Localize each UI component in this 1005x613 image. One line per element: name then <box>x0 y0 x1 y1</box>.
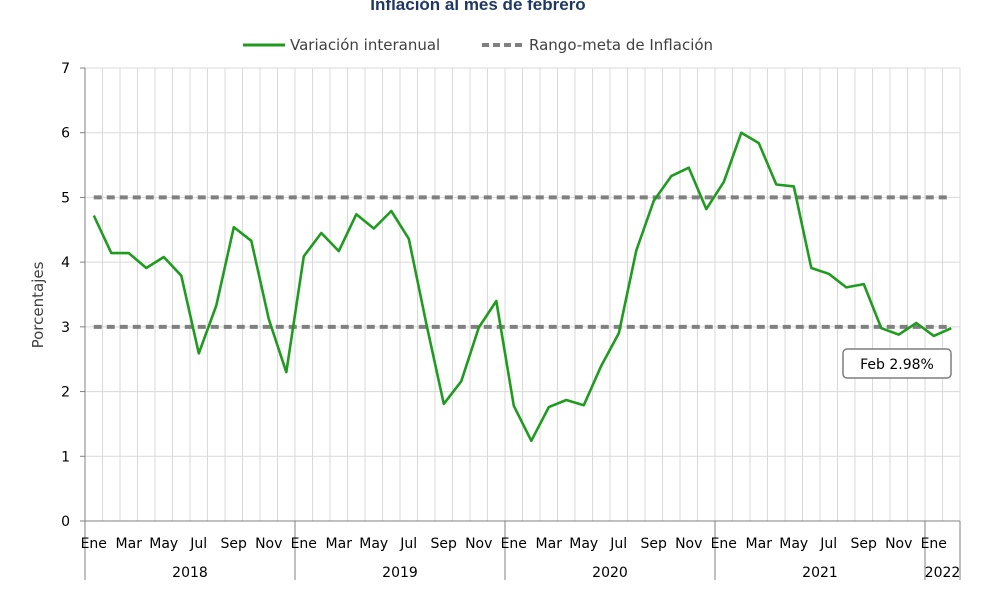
grid <box>84 67 961 522</box>
x-tick-label-month: Sep <box>851 536 878 552</box>
x-tick-labels: Ene Mar May Jul Sep Nov Ene Mar May Jul Sep Nov Ene M… <box>81 536 961 581</box>
x-tick-label-year: 2021 <box>802 565 838 581</box>
legend: Variación interanual Rango-meta de Infla… <box>243 36 713 54</box>
x-tick-label-month: May <box>569 536 598 552</box>
x-tick-label-month: Nov <box>255 536 282 552</box>
y-axis-label: Porcentajes <box>29 261 47 348</box>
x-tick-label-month: Mar <box>536 536 563 552</box>
y-tick-label: 3 <box>61 320 70 336</box>
x-tick-label-month: Jul <box>399 536 417 552</box>
x-tick-label-month: Sep <box>221 536 248 552</box>
y-tick-label: 6 <box>61 126 70 142</box>
x-tick-label-month: Jul <box>819 536 837 552</box>
x-tick-label-month: Nov <box>885 536 912 552</box>
series-line-variacion-interanual <box>92 131 952 443</box>
x-tick-label-month: Ene <box>291 536 317 552</box>
y-tick-label: 0 <box>61 514 70 530</box>
x-tick-label-year: 2020 <box>592 565 628 581</box>
x-tick-label-month: May <box>779 536 808 552</box>
annotation-label: Feb 2.98% <box>860 357 934 373</box>
annotation-frame <box>842 348 952 379</box>
y-tick-label: 1 <box>61 449 70 465</box>
x-tick-label-year: 2018 <box>172 565 208 581</box>
x-tick-label-month: May <box>359 536 388 552</box>
x-tick-label-month: Ene <box>921 536 947 552</box>
x-tick-label-month: Ene <box>711 536 737 552</box>
x-tick-label-month: Sep <box>431 536 458 552</box>
legend-label-rango-meta: Rango-meta de Inflación <box>529 36 713 54</box>
axes <box>80 67 961 580</box>
legend-label-variacion: Variación interanual <box>290 36 440 54</box>
chart-title: Inflación al mes de febrero <box>370 0 585 14</box>
x-tick-label-month: Mar <box>746 536 773 552</box>
x-tick-label-month: Jul <box>189 536 207 552</box>
x-tick-label-month: Nov <box>675 536 702 552</box>
x-tick-label-month: Mar <box>116 536 143 552</box>
annotation-box: Feb 2.98% <box>842 348 952 379</box>
x-tick-label-month: Ene <box>501 536 527 552</box>
x-tick-label-year: 2019 <box>382 565 418 581</box>
series-lines <box>92 131 952 443</box>
x-tick-label-month: Nov <box>465 536 492 552</box>
x-tick-label-year: 2022 <box>925 565 961 581</box>
x-tick-label-month: Ene <box>81 536 107 552</box>
y-tick-label: 7 <box>61 61 70 77</box>
y-tick-label: 2 <box>61 385 70 401</box>
x-tick-label-month: May <box>149 536 178 552</box>
x-tick-label-month: Sep <box>641 536 668 552</box>
x-tick-label-month: Mar <box>326 536 353 552</box>
x-tick-label-month: Jul <box>609 536 627 552</box>
y-tick-label: 4 <box>61 255 70 271</box>
y-tick-label: 5 <box>61 190 70 206</box>
y-tick-labels: 0 1 2 3 4 5 6 7 <box>61 61 70 530</box>
